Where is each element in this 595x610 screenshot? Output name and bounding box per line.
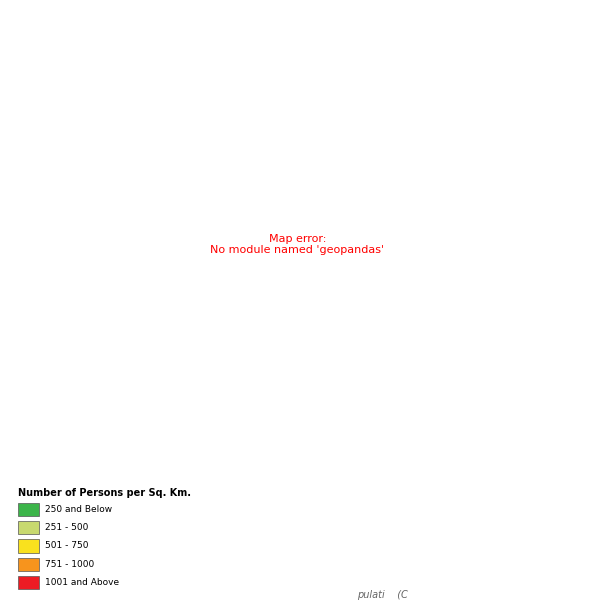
Text: 501 - 750: 501 - 750 bbox=[45, 542, 88, 550]
Text: Map error:
No module named 'geopandas': Map error: No module named 'geopandas' bbox=[211, 234, 384, 256]
Text: 251 - 500: 251 - 500 bbox=[45, 523, 88, 532]
Text: 250 and Below: 250 and Below bbox=[45, 505, 112, 514]
Text: 1001 and Above: 1001 and Above bbox=[45, 578, 119, 587]
Text: pulati    (C: pulati (C bbox=[357, 590, 408, 600]
Text: Number of Persons per Sq. Km.: Number of Persons per Sq. Km. bbox=[18, 488, 191, 498]
Text: 751 - 1000: 751 - 1000 bbox=[45, 560, 94, 569]
